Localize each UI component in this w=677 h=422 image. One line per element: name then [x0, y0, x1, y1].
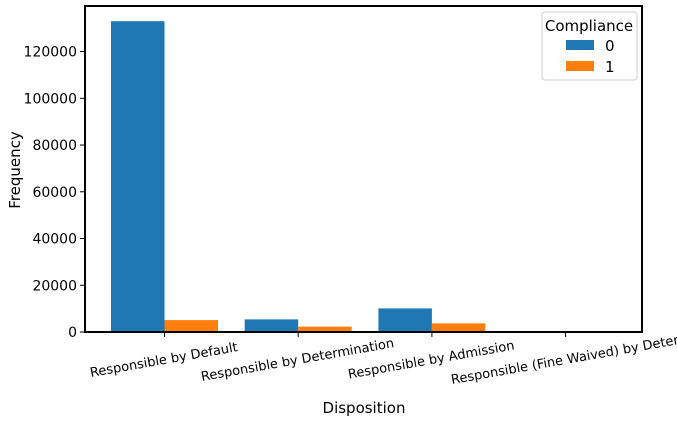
- y-axis-label: Frequency: [6, 131, 24, 209]
- y-tick-label: 60000: [32, 185, 77, 201]
- x-axis-label: Disposition: [323, 399, 406, 417]
- legend-items: 01: [566, 37, 615, 76]
- legend-swatch-1: [566, 61, 594, 71]
- bars-layer: [111, 21, 620, 332]
- y-tick-label: 0: [68, 325, 77, 341]
- legend-swatch-0: [566, 40, 594, 50]
- plot-frame: [84, 5, 643, 333]
- y-tick-label: 20000: [32, 278, 77, 294]
- legend: Compliance 01: [541, 11, 638, 81]
- legend-title: Compliance: [545, 17, 633, 35]
- y-tick-label: 120000: [24, 45, 77, 61]
- y-tick-label: 100000: [24, 91, 77, 107]
- bar-1-2: [298, 326, 352, 332]
- y-tick-label: 40000: [32, 232, 77, 248]
- y-axis: 0 20000 40000 60000 80000 100000 120000: [24, 45, 85, 341]
- bar-0-1: [111, 21, 165, 332]
- legend-label-0: 0: [605, 37, 615, 55]
- y-tick-label: 80000: [32, 138, 77, 154]
- bar-1-3: [431, 323, 486, 332]
- bar-1-1: [164, 320, 218, 332]
- bar-0-3: [378, 308, 432, 332]
- x-tick-label: Responsible (Fine Waived) by Deter: [450, 333, 677, 388]
- legend-label-1: 1: [605, 58, 615, 76]
- bar-0-2: [244, 319, 299, 332]
